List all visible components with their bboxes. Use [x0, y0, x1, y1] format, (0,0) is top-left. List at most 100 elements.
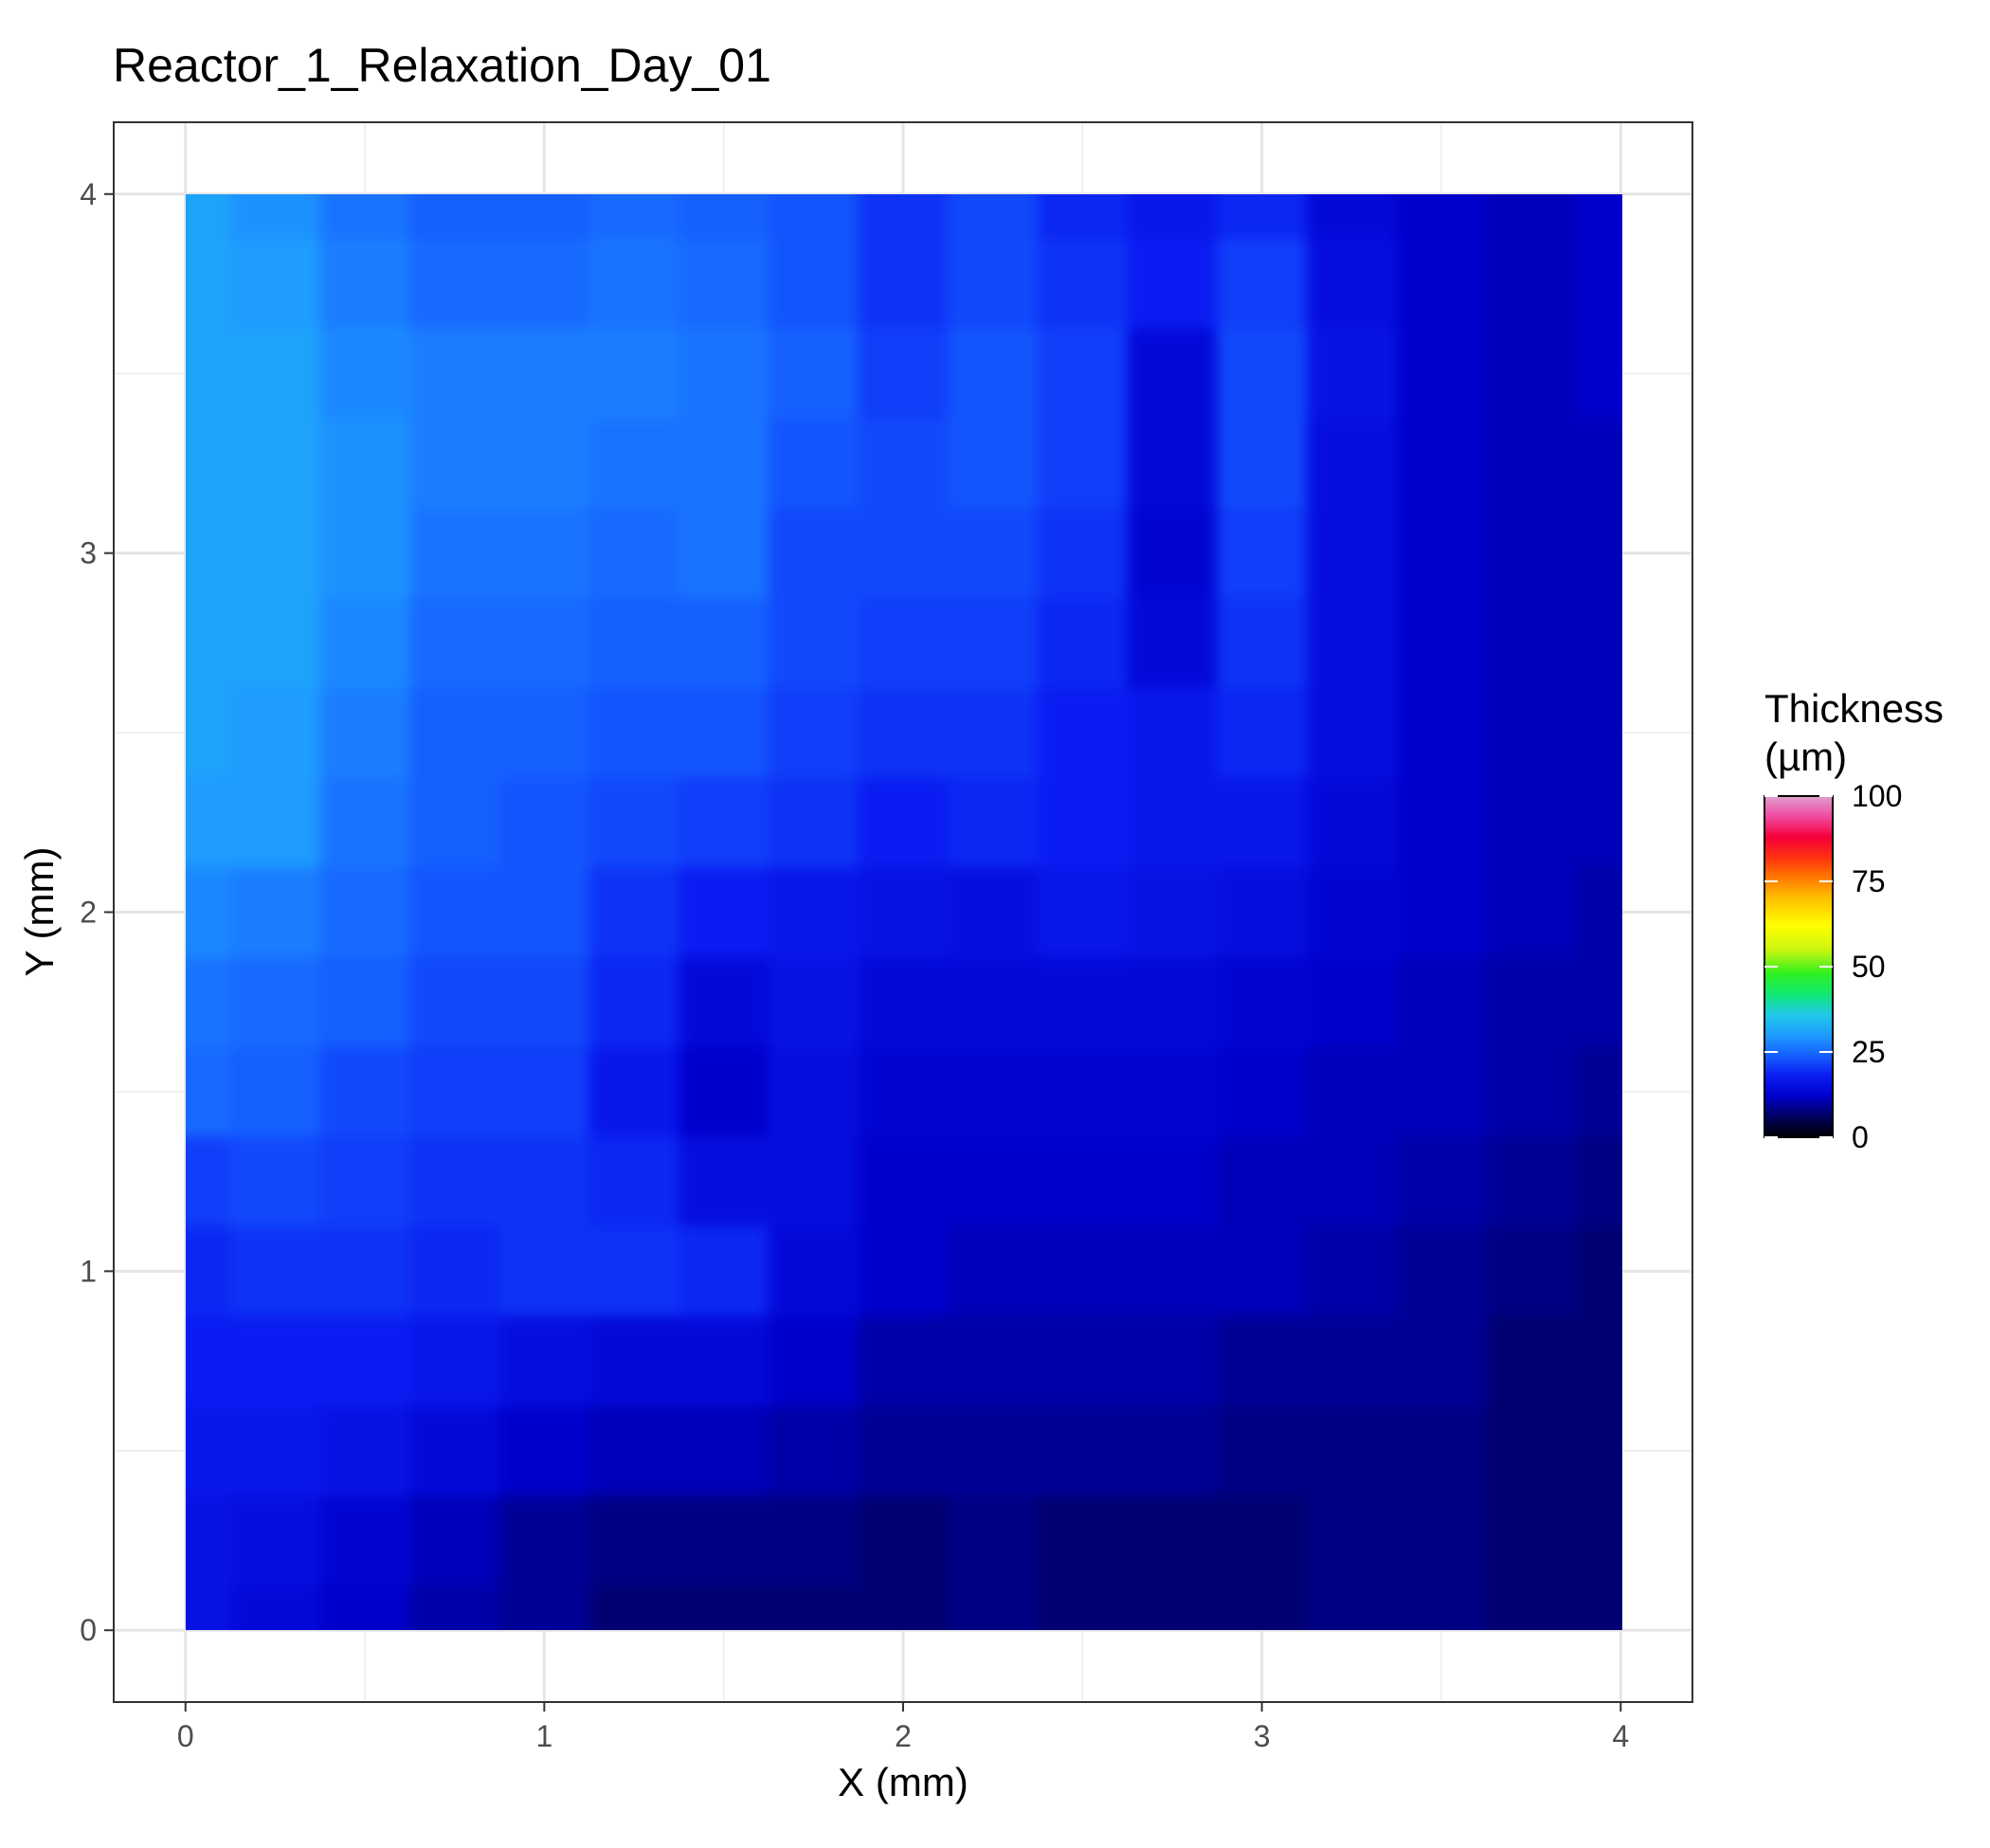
legend-tick-label: 75	[1852, 864, 1886, 898]
heatmap-cell	[499, 956, 590, 1048]
heatmap-cell	[186, 508, 232, 599]
heatmap-cell	[1486, 239, 1577, 330]
heatmap-cell	[1217, 1495, 1308, 1586]
heatmap-cell	[769, 1136, 859, 1228]
heatmap-cell	[499, 194, 590, 241]
heatmap-cell	[1306, 194, 1398, 241]
heatmap-cell	[230, 1226, 321, 1317]
heatmap-cell	[1486, 597, 1577, 689]
heatmap-cell	[1306, 1226, 1398, 1317]
heatmap-cell	[230, 1405, 321, 1497]
heatmap-cell	[499, 597, 590, 689]
heatmap-cell	[319, 1405, 411, 1497]
heatmap-cell	[409, 508, 501, 599]
heatmap-cell	[858, 687, 950, 779]
heatmap-cell	[1486, 1585, 1577, 1630]
heatmap-cell	[1575, 239, 1622, 330]
heatmap-cell	[499, 1585, 590, 1630]
legend-tick-label: 25	[1852, 1035, 1886, 1069]
heatmap-cell	[678, 687, 770, 779]
heatmap-cell	[1575, 1136, 1622, 1228]
heatmap-cell	[678, 1046, 770, 1138]
heatmap-cell	[769, 867, 859, 958]
heatmap-cell	[230, 418, 321, 510]
heatmap-cell	[588, 328, 680, 420]
heatmap-cell	[1306, 777, 1398, 869]
heatmap-cell	[1217, 239, 1308, 330]
heatmap-cell	[1127, 328, 1219, 420]
heatmap-cell	[1575, 777, 1622, 869]
heatmap-cell	[230, 777, 321, 869]
heatmap-cell	[1306, 328, 1398, 420]
heatmap-cell	[588, 1046, 680, 1138]
heatmap-cell	[769, 597, 859, 689]
heatmap-cell	[588, 508, 680, 599]
heatmap-cell	[1037, 1585, 1129, 1630]
heatmap-cell	[319, 1136, 411, 1228]
heatmap-cell	[230, 1315, 321, 1407]
heatmap-cell	[1217, 956, 1308, 1048]
heatmap-cell	[319, 1315, 411, 1407]
y-tick-label: 1	[80, 1254, 97, 1288]
heatmap-cell	[858, 508, 950, 599]
heatmap-cell	[1037, 777, 1129, 869]
heatmap-cell	[230, 1136, 321, 1228]
heatmap-cell	[186, 687, 232, 779]
heatmap-cell	[1396, 597, 1488, 689]
heatmap-cell	[186, 239, 232, 330]
heatmap-cell	[230, 687, 321, 779]
heatmap-cell	[499, 239, 590, 330]
heatmap-cell	[948, 1495, 1039, 1586]
heatmap-cell	[1575, 867, 1622, 958]
heatmap-cell	[1127, 1315, 1219, 1407]
heatmap-cell	[1396, 777, 1488, 869]
heatmap-cell	[319, 1226, 411, 1317]
heatmap-cell	[1396, 1315, 1488, 1407]
heatmap-cell	[1037, 239, 1129, 330]
heatmap-cell	[948, 1226, 1039, 1317]
heatmap-cell	[858, 1226, 950, 1317]
heatmap-cell	[409, 1405, 501, 1497]
heatmap-cell	[186, 1315, 232, 1407]
heatmap-cell	[588, 867, 680, 958]
heatmap-cell	[1575, 1585, 1622, 1630]
heatmap-cell	[1486, 508, 1577, 599]
heatmap-cell	[1217, 1046, 1308, 1138]
heatmap-cell	[1127, 418, 1219, 510]
heatmap-cell	[1127, 687, 1219, 779]
heatmap-cell	[230, 508, 321, 599]
heatmap-cell	[409, 687, 501, 779]
heatmap-cell	[858, 239, 950, 330]
heatmap-cell	[1306, 1405, 1398, 1497]
heatmap-cell	[1486, 956, 1577, 1048]
heatmap-cell	[319, 1495, 411, 1586]
heatmap-cell	[678, 194, 770, 241]
heatmap-cell	[1217, 194, 1308, 241]
heatmap-cell	[1396, 1136, 1488, 1228]
heatmap-cell	[1037, 687, 1129, 779]
heatmap-cell	[769, 956, 859, 1048]
heatmap-cell	[948, 1315, 1039, 1407]
heatmap-cell	[409, 328, 501, 420]
heatmap-cell	[678, 867, 770, 958]
heatmap-cell	[1486, 1315, 1577, 1407]
heatmap-cell	[858, 956, 950, 1048]
heatmap-cell	[409, 1136, 501, 1228]
legend-tick-label: 0	[1852, 1120, 1869, 1154]
heatmap-cell	[1575, 508, 1622, 599]
heatmap-cell	[769, 418, 859, 510]
heatmap-cell	[186, 777, 232, 869]
heatmap-cell	[409, 194, 501, 241]
heatmap-cell	[588, 956, 680, 1048]
axes: 0 1 2 3 4 0 1 2 3 4	[80, 177, 1629, 1753]
heatmap-cell	[186, 597, 232, 689]
heatmap-cell	[769, 1046, 859, 1138]
heatmap-cell	[588, 1226, 680, 1317]
heatmap-cell	[186, 1136, 232, 1228]
heatmap-cell	[1486, 418, 1577, 510]
heatmap-cell	[1127, 1585, 1219, 1630]
heatmap-cell	[678, 1226, 770, 1317]
heatmap-cell	[186, 1585, 232, 1630]
heatmap-cell	[1396, 687, 1488, 779]
